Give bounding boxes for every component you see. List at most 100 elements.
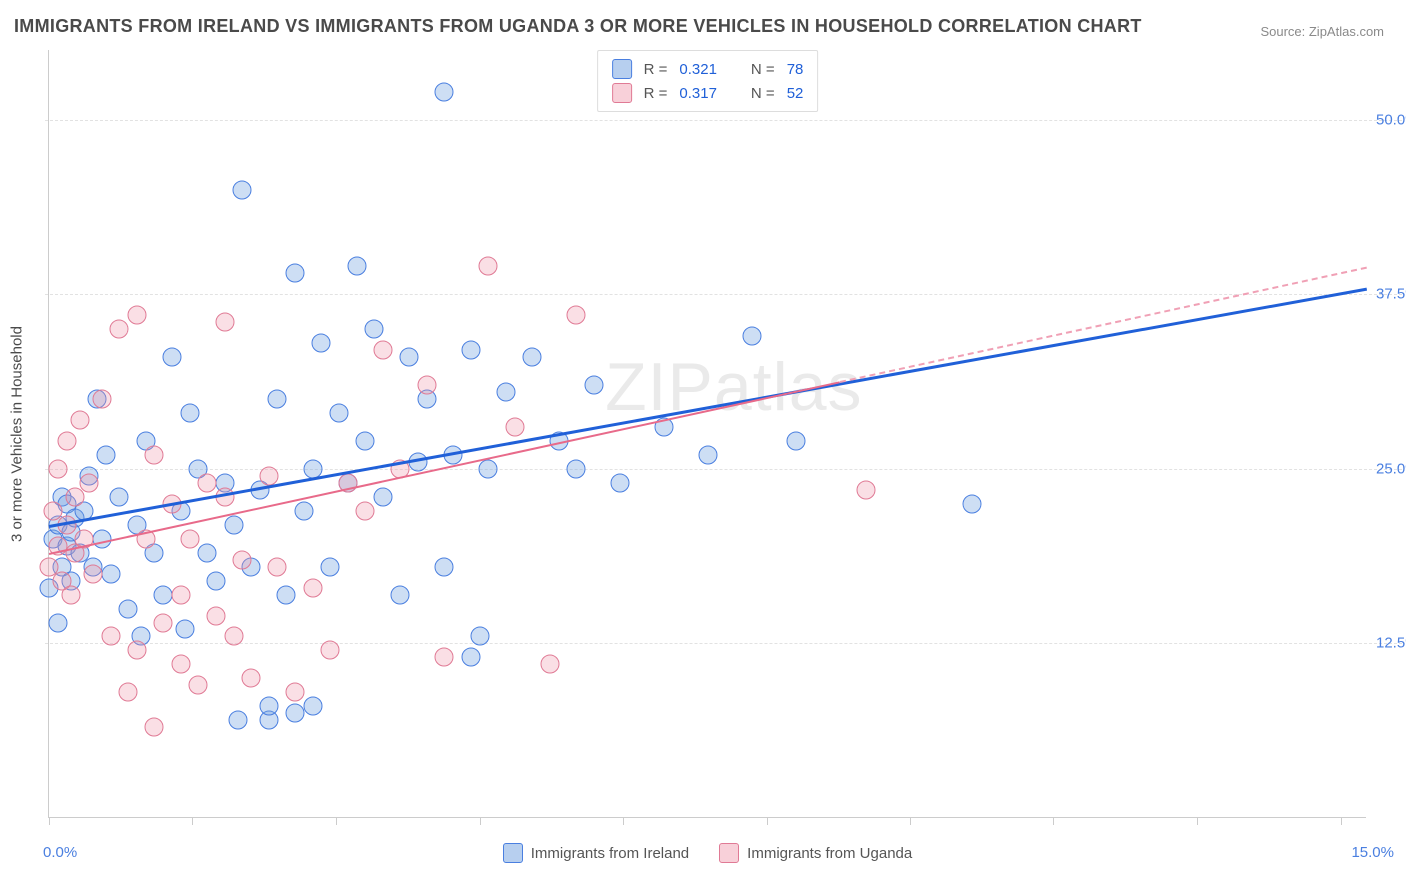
scatter-point (101, 564, 120, 583)
x-tick (910, 817, 911, 825)
x-tick (336, 817, 337, 825)
trend-line (49, 381, 840, 555)
scatter-point (48, 459, 67, 478)
scatter-point (584, 376, 603, 395)
scatter-point (127, 306, 146, 325)
scatter-point (435, 82, 454, 101)
scatter-point (540, 655, 559, 674)
scatter-point (224, 515, 243, 534)
scatter-point (119, 599, 138, 618)
scatter-point (48, 613, 67, 632)
r-value-blue: 0.321 (679, 61, 717, 78)
scatter-point (400, 348, 419, 367)
scatter-point (171, 585, 190, 604)
scatter-point (119, 683, 138, 702)
scatter-point (163, 348, 182, 367)
y-tick-label: 50.0% (1376, 111, 1406, 128)
scatter-point (365, 320, 384, 339)
scatter-point (479, 257, 498, 276)
scatter-point (110, 320, 129, 339)
source-label: Source: ZipAtlas.com (1260, 24, 1384, 39)
scatter-point (742, 327, 761, 346)
scatter-point (198, 473, 217, 492)
scatter-point (154, 613, 173, 632)
chart-title: IMMIGRANTS FROM IRELAND VS IMMIGRANTS FR… (14, 16, 1142, 37)
scatter-point (435, 648, 454, 667)
scatter-point (321, 557, 340, 576)
trend-line (49, 287, 1368, 527)
r-value-pink: 0.317 (679, 85, 717, 102)
scatter-point (176, 620, 195, 639)
scatter-point (268, 557, 287, 576)
y-tick-label: 12.5% (1376, 635, 1406, 652)
scatter-point (154, 585, 173, 604)
scatter-point (61, 585, 80, 604)
scatter-point (101, 627, 120, 646)
scatter-point (215, 313, 234, 332)
scatter-point (312, 334, 331, 353)
legend-row: R = 0.317 N = 52 (612, 81, 804, 105)
scatter-point (962, 494, 981, 513)
gridline (45, 643, 1402, 644)
scatter-point (259, 697, 278, 716)
x-tick (192, 817, 193, 825)
scatter-point (233, 550, 252, 569)
scatter-point (786, 431, 805, 450)
swatch-pink (719, 843, 739, 863)
scatter-point (356, 431, 375, 450)
x-axis-max-label: 15.0% (1351, 844, 1394, 861)
scatter-point (356, 501, 375, 520)
scatter-point (373, 487, 392, 506)
n-label: N = (751, 85, 775, 102)
scatter-point (224, 627, 243, 646)
scatter-point (567, 459, 586, 478)
legend-row: R = 0.321 N = 78 (612, 57, 804, 81)
scatter-point (303, 578, 322, 597)
scatter-point (391, 585, 410, 604)
y-tick-label: 25.0% (1376, 460, 1406, 477)
n-value-pink: 52 (787, 85, 804, 102)
scatter-point (171, 655, 190, 674)
scatter-point (268, 390, 287, 409)
scatter-point (523, 348, 542, 367)
y-axis-title: 3 or more Vehicles in Household (9, 326, 26, 542)
scatter-plot-area: 3 or more Vehicles in Household ZIPatlas… (48, 50, 1366, 818)
gridline (45, 294, 1402, 295)
x-tick (767, 817, 768, 825)
trend-line (840, 266, 1368, 382)
scatter-point (321, 641, 340, 660)
scatter-point (180, 404, 199, 423)
legend-label: Immigrants from Ireland (531, 845, 689, 862)
scatter-point (611, 473, 630, 492)
scatter-point (145, 718, 164, 737)
scatter-point (127, 641, 146, 660)
x-tick (623, 817, 624, 825)
scatter-point (329, 404, 348, 423)
scatter-point (233, 180, 252, 199)
scatter-point (479, 459, 498, 478)
gridline (45, 120, 1402, 121)
r-label: R = (644, 85, 668, 102)
scatter-point (294, 501, 313, 520)
scatter-point (417, 376, 436, 395)
scatter-point (79, 473, 98, 492)
scatter-point (70, 411, 89, 430)
scatter-point (470, 627, 489, 646)
series-legend: Immigrants from Ireland Immigrants from … (49, 843, 1366, 863)
legend-item: Immigrants from Ireland (503, 843, 689, 863)
scatter-point (286, 683, 305, 702)
gridline (45, 469, 1402, 470)
swatch-blue (612, 59, 632, 79)
scatter-point (461, 648, 480, 667)
n-label: N = (751, 61, 775, 78)
scatter-point (206, 571, 225, 590)
x-axis-min-label: 0.0% (43, 844, 77, 861)
x-tick (1197, 817, 1198, 825)
scatter-point (496, 383, 515, 402)
scatter-point (198, 543, 217, 562)
scatter-point (435, 557, 454, 576)
legend-item: Immigrants from Uganda (719, 843, 912, 863)
legend-label: Immigrants from Uganda (747, 845, 912, 862)
n-value-blue: 78 (787, 61, 804, 78)
x-tick (1053, 817, 1054, 825)
